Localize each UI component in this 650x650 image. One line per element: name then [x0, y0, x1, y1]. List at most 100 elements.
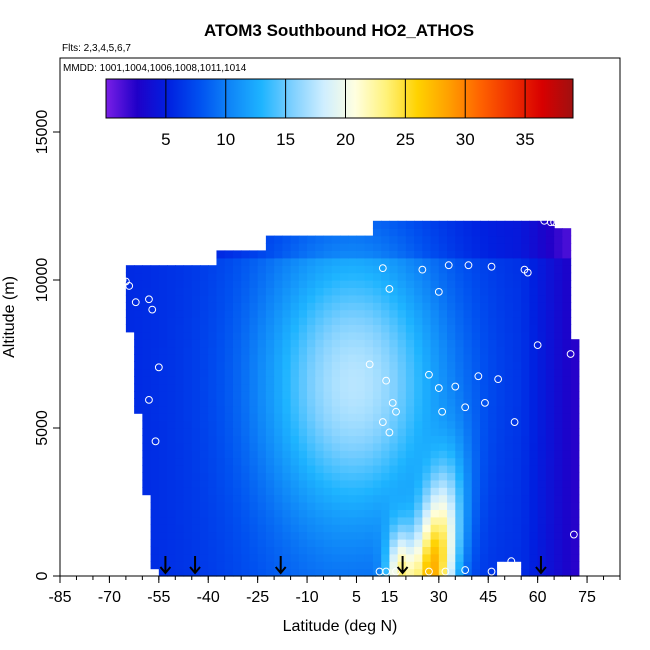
heatmap-cell — [422, 368, 432, 377]
heatmap-cell — [232, 368, 242, 377]
heatmap-cell — [496, 442, 506, 451]
heatmap-cell — [175, 405, 185, 414]
heatmap-cell — [150, 420, 160, 429]
heatmap-cell — [397, 346, 407, 355]
heatmap-cell — [438, 472, 448, 481]
heatmap-cell — [455, 405, 465, 414]
heatmap-cell — [150, 287, 160, 296]
heatmap-cell — [232, 339, 242, 348]
heatmap-cell — [356, 391, 366, 399]
heatmap-cell — [562, 265, 572, 274]
heatmap-cell — [512, 502, 522, 510]
heatmap-cell — [430, 324, 440, 333]
heatmap-cell — [480, 553, 489, 562]
heatmap-cell — [554, 265, 563, 274]
heatmap-cell — [208, 457, 218, 466]
heatmap-cell — [405, 235, 415, 244]
heatmap-cell — [488, 465, 498, 473]
heatmap-cell — [364, 324, 374, 333]
observation-point — [533, 341, 542, 350]
heatmap-cell — [183, 479, 193, 488]
heatmap-cell — [455, 280, 465, 288]
heatmap-cell — [414, 435, 423, 444]
heatmap-cell — [191, 442, 201, 451]
heatmap-cell — [191, 539, 201, 547]
heatmap-cell — [570, 568, 580, 577]
heatmap-cell — [447, 539, 456, 547]
heatmap-cell — [488, 324, 498, 333]
heatmap-cell — [480, 302, 489, 311]
heatmap-cell — [257, 354, 267, 362]
heatmap-cell — [290, 354, 300, 362]
heatmap-cell — [529, 354, 539, 362]
heatmap-cell — [282, 435, 292, 444]
heatmap-cell — [570, 413, 580, 422]
heatmap-cell — [158, 287, 168, 296]
heatmap-cell — [521, 235, 531, 244]
heatmap-cell — [282, 420, 292, 429]
heatmap-cell — [265, 398, 275, 407]
heatmap-cell — [232, 546, 242, 555]
heatmap-cell — [348, 531, 358, 540]
heatmap-cell — [150, 450, 160, 459]
heatmap-cell — [496, 546, 506, 555]
heatmap-cell — [282, 509, 292, 518]
heatmap-cell — [554, 228, 563, 237]
heatmap-cell — [480, 383, 489, 392]
heatmap-cell — [307, 391, 316, 399]
heatmap-cell — [232, 324, 242, 333]
heatmap-cell — [348, 354, 358, 362]
heatmap-cell — [208, 516, 218, 525]
heatmap-cell — [438, 568, 448, 577]
heatmap-cell — [241, 398, 251, 407]
heatmap-cell — [480, 479, 489, 488]
heatmap-cell — [257, 257, 267, 266]
heatmap-cell — [447, 487, 456, 496]
heatmap-cell — [257, 546, 267, 555]
heatmap-cell — [158, 553, 168, 562]
heatmap-cell — [348, 398, 358, 407]
heatmap-cell — [298, 346, 308, 355]
heatmap-cell — [257, 250, 267, 259]
heatmap-cell — [405, 472, 415, 481]
heatmap-cell — [249, 553, 259, 562]
heatmap-cell — [570, 487, 580, 496]
heatmap-cell — [150, 516, 160, 525]
heatmap-cell — [331, 428, 341, 436]
heatmap-cell — [340, 391, 349, 399]
heatmap-cell — [232, 257, 242, 266]
heatmap-cell — [307, 346, 316, 355]
heatmap-cell — [257, 324, 267, 333]
heatmap-cell — [529, 487, 539, 496]
heatmap-cell — [537, 309, 547, 318]
heatmap-cell — [175, 294, 185, 303]
heatmap-cell — [208, 450, 218, 459]
heatmap-cell — [480, 539, 489, 547]
heatmap-cell — [545, 250, 555, 259]
heatmap-cell — [348, 435, 358, 444]
heatmap-cell — [397, 317, 407, 325]
heatmap-cell — [191, 324, 201, 333]
heatmap-cell — [389, 243, 399, 251]
heatmap-cell — [537, 250, 547, 259]
heatmap-cell — [381, 354, 391, 362]
heatmap-cell — [422, 405, 432, 414]
heatmap-cell — [323, 317, 333, 325]
heatmap-cell — [521, 413, 531, 422]
heatmap-cell — [216, 472, 226, 481]
heatmap-cell — [397, 457, 407, 466]
heatmap-cell — [364, 553, 374, 562]
heatmap-cell — [150, 553, 160, 562]
heatmap-cell — [348, 346, 358, 355]
heatmap-cell — [208, 413, 218, 422]
heatmap-cell — [249, 546, 259, 555]
heatmap-cell — [480, 243, 489, 251]
heatmap-cell — [241, 516, 251, 525]
heatmap-cell — [356, 435, 366, 444]
heatmap-cell — [504, 494, 514, 503]
heatmap-cell — [512, 391, 522, 399]
heatmap-cell — [224, 553, 234, 562]
heatmap-cell — [389, 561, 399, 570]
heatmap-cell — [397, 220, 407, 229]
heatmap-cell — [315, 568, 325, 577]
